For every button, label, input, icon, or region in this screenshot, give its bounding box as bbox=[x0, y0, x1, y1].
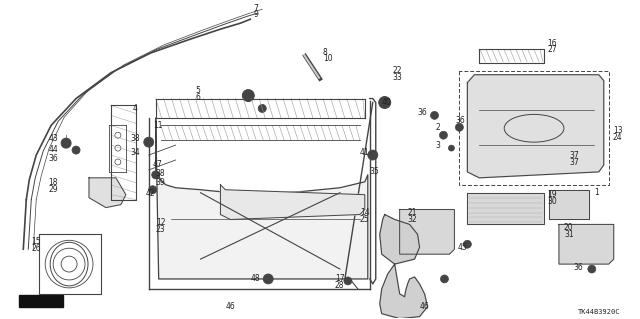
Circle shape bbox=[440, 131, 447, 139]
Text: 30: 30 bbox=[547, 197, 557, 206]
Text: 44: 44 bbox=[48, 145, 58, 153]
Text: 17: 17 bbox=[335, 274, 344, 284]
Circle shape bbox=[148, 186, 157, 194]
Circle shape bbox=[72, 146, 80, 154]
Text: 15: 15 bbox=[31, 237, 41, 246]
Text: 11: 11 bbox=[153, 121, 162, 130]
Polygon shape bbox=[220, 185, 365, 219]
Text: 12: 12 bbox=[156, 218, 165, 227]
Circle shape bbox=[368, 150, 378, 160]
Polygon shape bbox=[380, 264, 428, 319]
Text: 20: 20 bbox=[564, 223, 573, 232]
Polygon shape bbox=[467, 193, 544, 225]
Text: 13: 13 bbox=[612, 126, 622, 135]
Circle shape bbox=[456, 123, 463, 131]
Text: 45: 45 bbox=[458, 243, 467, 252]
Text: 6: 6 bbox=[196, 93, 200, 102]
Text: 10: 10 bbox=[323, 54, 333, 63]
Text: 37: 37 bbox=[569, 151, 579, 160]
Text: 23: 23 bbox=[156, 225, 165, 234]
Text: 48: 48 bbox=[250, 274, 260, 284]
Text: 29: 29 bbox=[48, 185, 58, 194]
Circle shape bbox=[243, 90, 254, 101]
Polygon shape bbox=[19, 295, 63, 307]
Text: 5: 5 bbox=[196, 86, 200, 95]
Text: 36: 36 bbox=[456, 116, 465, 125]
Text: 34: 34 bbox=[131, 148, 141, 157]
Polygon shape bbox=[467, 75, 604, 178]
Text: 38: 38 bbox=[131, 134, 140, 143]
Text: 2: 2 bbox=[435, 123, 440, 132]
Circle shape bbox=[144, 137, 154, 147]
Text: 38: 38 bbox=[156, 169, 165, 178]
Text: 27: 27 bbox=[547, 46, 557, 55]
Circle shape bbox=[431, 111, 438, 119]
Text: 31: 31 bbox=[564, 230, 573, 239]
Text: 43: 43 bbox=[48, 134, 58, 143]
Text: 36: 36 bbox=[48, 153, 58, 162]
Polygon shape bbox=[399, 210, 454, 254]
Text: 8: 8 bbox=[323, 48, 328, 57]
Text: 22: 22 bbox=[393, 66, 402, 75]
Text: 32: 32 bbox=[408, 215, 417, 224]
Circle shape bbox=[259, 105, 266, 112]
Text: 41: 41 bbox=[360, 148, 369, 157]
Text: 36: 36 bbox=[417, 108, 428, 117]
Polygon shape bbox=[380, 214, 420, 264]
Text: 1: 1 bbox=[594, 188, 598, 197]
Polygon shape bbox=[89, 178, 126, 208]
Text: 16: 16 bbox=[547, 39, 557, 48]
Polygon shape bbox=[559, 225, 614, 264]
Text: 47: 47 bbox=[153, 160, 163, 169]
Text: 26: 26 bbox=[31, 244, 41, 253]
Text: 46: 46 bbox=[420, 302, 429, 311]
Circle shape bbox=[61, 138, 71, 148]
Circle shape bbox=[440, 275, 449, 283]
Text: 14: 14 bbox=[360, 208, 369, 217]
Text: 35: 35 bbox=[370, 167, 380, 176]
Text: 9: 9 bbox=[253, 10, 258, 19]
Text: 18: 18 bbox=[48, 178, 58, 187]
Text: 46: 46 bbox=[225, 302, 235, 311]
Text: TK44B3920C: TK44B3920C bbox=[578, 309, 621, 315]
Text: 39: 39 bbox=[156, 178, 166, 187]
Circle shape bbox=[449, 145, 454, 151]
Text: 33: 33 bbox=[393, 73, 403, 82]
Circle shape bbox=[463, 240, 471, 248]
Text: 3: 3 bbox=[435, 141, 440, 150]
Circle shape bbox=[344, 277, 352, 285]
Circle shape bbox=[379, 97, 390, 108]
Text: 40: 40 bbox=[381, 98, 392, 107]
Polygon shape bbox=[549, 190, 589, 219]
Text: FR.: FR. bbox=[67, 296, 85, 306]
Text: 19: 19 bbox=[547, 190, 557, 199]
Circle shape bbox=[152, 171, 160, 179]
Text: 21: 21 bbox=[408, 208, 417, 217]
Circle shape bbox=[588, 265, 596, 273]
Text: 36: 36 bbox=[574, 263, 584, 271]
Polygon shape bbox=[156, 118, 368, 279]
Text: 7: 7 bbox=[253, 4, 258, 13]
Text: 24: 24 bbox=[612, 133, 622, 142]
Text: 42: 42 bbox=[146, 189, 156, 198]
Circle shape bbox=[263, 274, 273, 284]
Text: 4: 4 bbox=[133, 104, 138, 113]
Text: 25: 25 bbox=[360, 215, 369, 224]
Text: 28: 28 bbox=[335, 281, 344, 290]
Text: 37: 37 bbox=[569, 159, 579, 167]
